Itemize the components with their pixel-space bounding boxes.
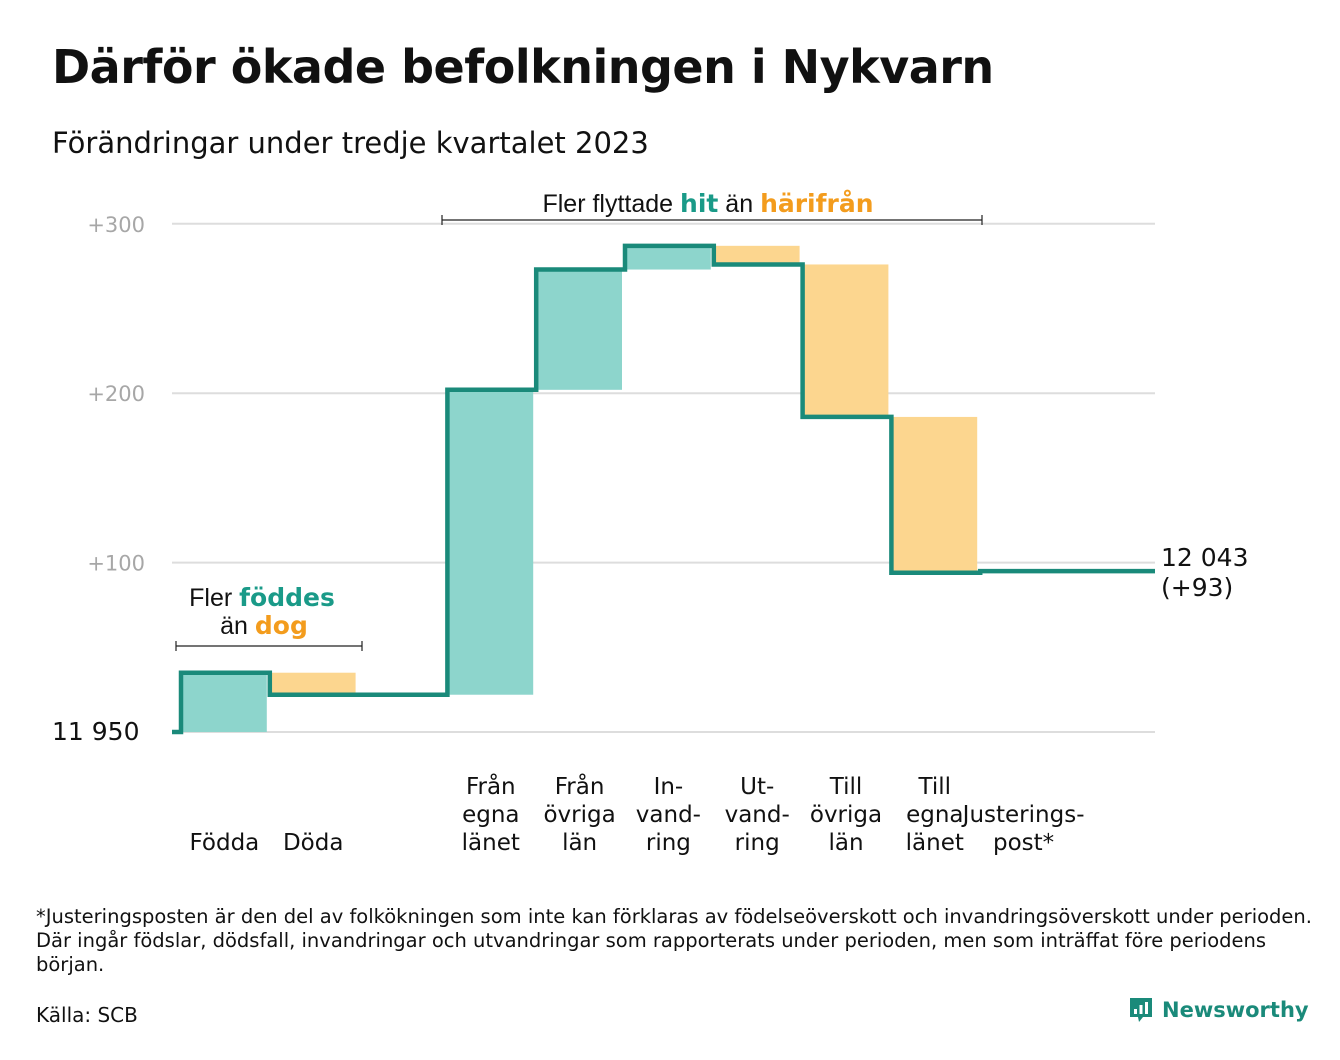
chart-subtitle: Förändringar under tredje kvartalet 2023 <box>52 126 649 160</box>
end-change-label: (+93) <box>1161 573 1233 602</box>
bar-7 <box>801 264 889 417</box>
bar-3 <box>446 389 534 695</box>
births-annotation-line1: Fler föddes <box>189 583 335 612</box>
step-line <box>172 243 1155 735</box>
waterfall-chart: +100 +200 +300 11 950 Födda Döda Från egna länet… <box>52 189 1248 856</box>
migration-bracket <box>441 215 983 225</box>
category-label-9: Justerings-post* <box>961 802 1085 856</box>
bar-1 <box>268 672 356 695</box>
y-tick-label-0: +100 <box>87 552 145 576</box>
category-label-4: Från övriga län <box>543 772 615 856</box>
newsworthy-logo-icon <box>1130 998 1152 1022</box>
y-tick-label-1: +200 <box>87 382 145 406</box>
labels: +100 +200 +300 11 950 Födda Döda Från egna länet… <box>52 213 1248 856</box>
category-label-3: Från egna länet <box>462 772 520 856</box>
step-line-group <box>172 243 1155 735</box>
footnote: *Justeringsposten är den del av folkökni… <box>36 905 1312 976</box>
start-value-label: 11 950 <box>52 717 139 746</box>
category-label-8: Till egna länet <box>906 774 964 856</box>
category-label-5: In-vand-ring <box>636 774 701 856</box>
category-label-6: Ut-vand-ring <box>725 774 790 856</box>
source-label: Källa: SCB <box>36 1003 138 1027</box>
category-label-7: Till övriga län <box>810 774 882 856</box>
grid-lines <box>172 222 1155 733</box>
births-bracket <box>175 641 363 651</box>
bar-5 <box>624 245 711 270</box>
chart-title: Därför ökade befolkningen i Nykvarn <box>52 40 994 94</box>
category-label-0: Födda <box>190 830 260 856</box>
bar-0 <box>180 672 267 732</box>
bar-8 <box>890 416 978 573</box>
brand-name: Newsworthy <box>1162 998 1309 1022</box>
bar-4 <box>535 269 622 390</box>
end-value-label: 12 043 <box>1161 543 1248 572</box>
bar-6 <box>712 245 800 265</box>
category-label-1: Döda <box>283 830 343 856</box>
bars <box>180 245 1066 732</box>
y-tick-label-2: +300 <box>87 213 145 237</box>
births-annotation-line2: än dog <box>220 611 308 640</box>
brand: Newsworthy <box>1128 996 1309 1024</box>
migration-annotation: Fler flyttade hit än härifrån <box>542 189 873 218</box>
